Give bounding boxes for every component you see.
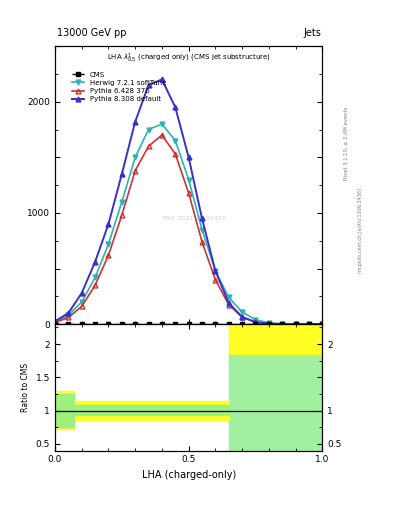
Text: mcplots.cern.ch [arXiv:1306.3436]: mcplots.cern.ch [arXiv:1306.3436] (358, 188, 363, 273)
Text: CMS_2021_I1925415: CMS_2021_I1925415 (162, 216, 226, 221)
Text: LHA $\lambda^{1}_{0.5}$ (charged only) (CMS jet substructure): LHA $\lambda^{1}_{0.5}$ (charged only) (… (107, 52, 271, 65)
Y-axis label: Ratio to CMS: Ratio to CMS (21, 363, 30, 412)
Text: Rivet 3.1.10, ≥ 3.4M events: Rivet 3.1.10, ≥ 3.4M events (344, 106, 349, 180)
Legend: CMS, Herwig 7.2.1 softTune, Pythia 6.428 370, Pythia 8.308 default: CMS, Herwig 7.2.1 softTune, Pythia 6.428… (69, 69, 169, 105)
Text: 13000 GeV pp: 13000 GeV pp (57, 28, 127, 38)
Text: Jets: Jets (304, 28, 321, 38)
X-axis label: LHA (charged-only): LHA (charged-only) (141, 470, 236, 480)
